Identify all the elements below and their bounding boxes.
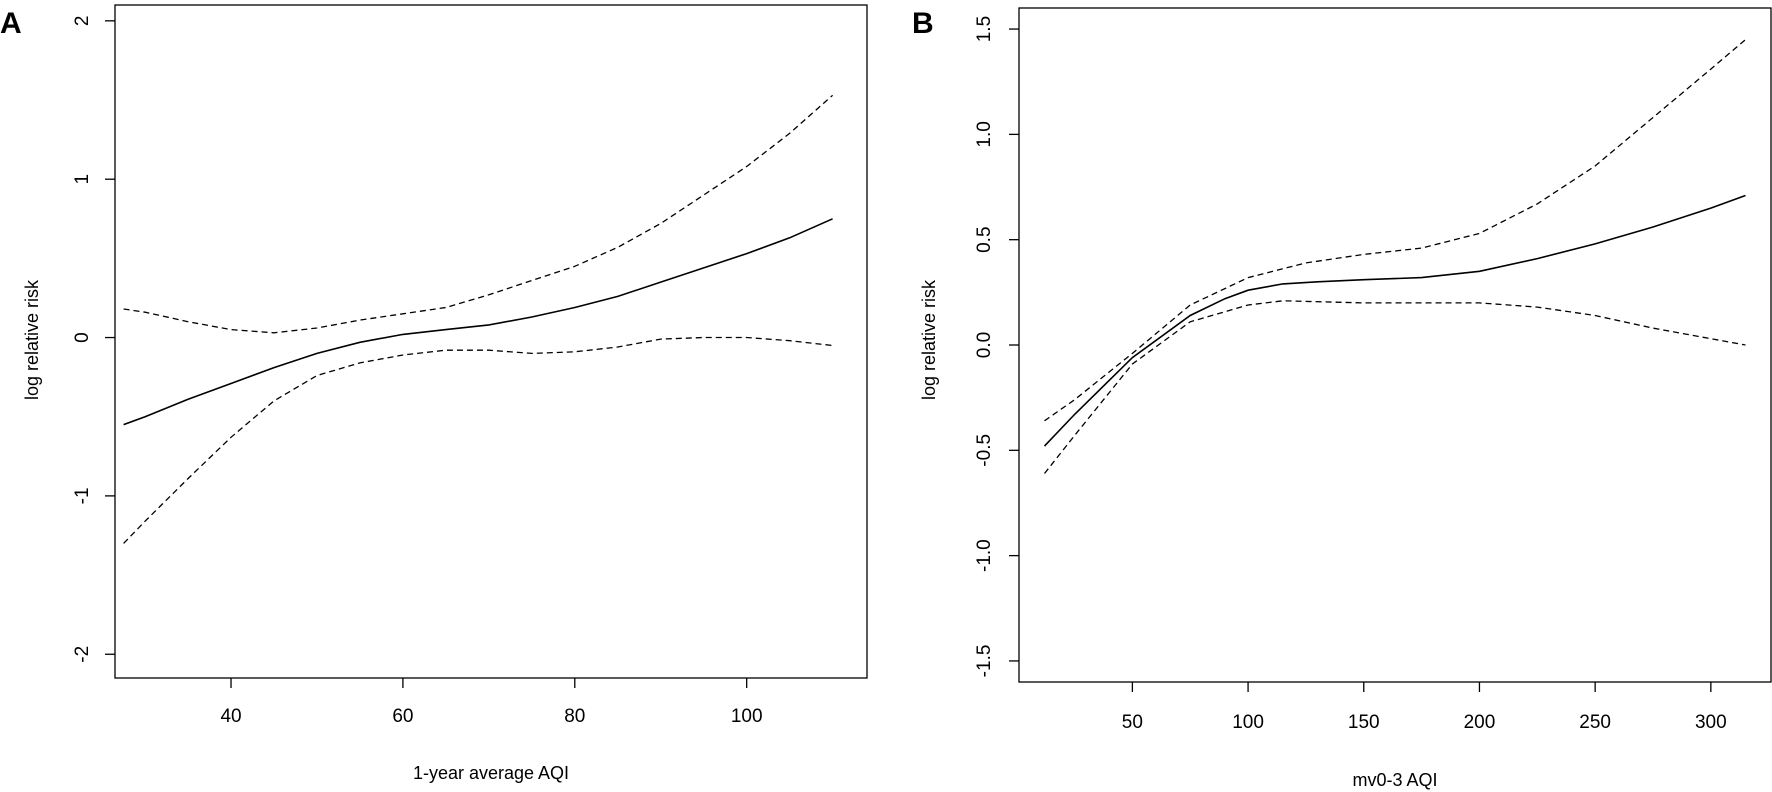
panel-a-x-tick-label: 80 <box>564 706 585 727</box>
panel-a-x-tick-label: 40 <box>220 706 241 727</box>
panel-b-x-tick-label: 300 <box>1695 712 1727 733</box>
panel-a-y-tick-label: 1 <box>72 174 93 185</box>
panel-b-estimate-line <box>1043 194 1746 447</box>
panel-b-x-tick-label: 50 <box>1122 712 1143 733</box>
panel-b-plot-area <box>1018 7 1772 683</box>
panel-b-y-tick-label: 1.0 <box>974 121 995 147</box>
panel-a-upper-ci-line <box>123 94 834 334</box>
panel-a-y-tick-label: 0 <box>72 332 93 343</box>
panel-a-y-tick-label: -2 <box>72 646 93 663</box>
panel-b-y-tick-label: -1.0 <box>974 539 995 572</box>
panel-a: A 1-year average AQI log relative risk 4… <box>0 4 868 783</box>
panel-a-y-axis-title: log relative risk <box>22 279 42 400</box>
panel-a-plot-area <box>114 4 868 679</box>
panel-a-y-tick-label: -1 <box>72 487 93 504</box>
panel-a-x-tick-label: 100 <box>731 706 763 727</box>
panel-b-y-tick-label: 0.5 <box>974 226 995 252</box>
panel-b-y-tick-label: -0.5 <box>974 434 995 467</box>
panel-b-y-tick-label: 0.0 <box>974 332 995 358</box>
panel-a-estimate-line <box>123 218 833 426</box>
panel-b-x-axis-title: mv0-3 AQI <box>1352 770 1437 790</box>
panel-b-x-tick-label: 200 <box>1464 712 1496 733</box>
panel-a-x-axis-title: 1-year average AQI <box>413 763 569 783</box>
panel-b-lower-ci-line <box>1043 300 1746 474</box>
panel-a-lower-ci-line <box>123 336 833 544</box>
panel-b-y-tick-label: -1.5 <box>974 645 995 678</box>
panel-b-x-tick-label: 100 <box>1232 712 1264 733</box>
panel-a-y-tick-label: 2 <box>72 16 93 27</box>
panel-a-letter: A <box>0 7 22 40</box>
panel-b-x-tick-label: 250 <box>1579 712 1611 733</box>
panel-a-x-tick-label: 60 <box>392 706 413 727</box>
panel-b: B mv0-3 AQI log relative risk 50 100 150 20… <box>912 7 1772 790</box>
panel-b-y-axis-title: log relative risk <box>919 279 939 400</box>
panel-b-letter: B <box>912 7 934 40</box>
panel-b-x-tick-label: 150 <box>1348 712 1380 733</box>
panel-b-upper-ci-line <box>1044 39 1746 422</box>
panel-b-y-tick-label: 1.5 <box>974 16 995 42</box>
